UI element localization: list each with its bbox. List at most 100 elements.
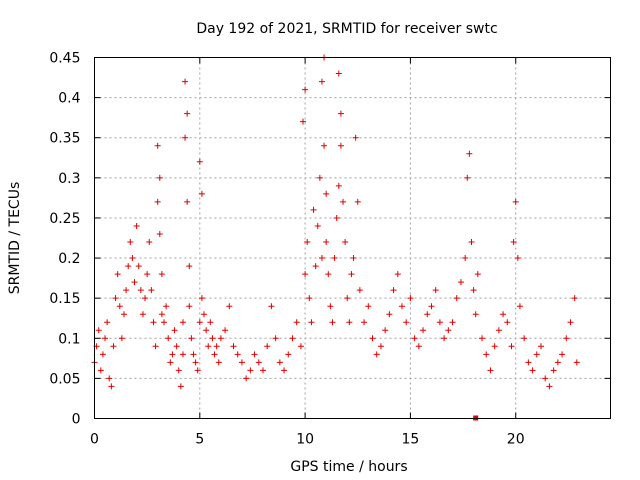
data-point [382,327,389,334]
y-tick-label: 0.2 [58,251,80,267]
data-point [123,287,130,294]
data-point [179,351,186,358]
data-point [192,359,199,366]
data-point [118,335,125,342]
data-point [312,263,319,270]
x-tick-label: 0 [90,432,99,448]
data-point [226,303,233,310]
data-point [137,287,144,294]
data-point [217,335,224,342]
data-point [436,319,443,326]
data-point [289,335,296,342]
data-point [156,174,163,181]
data-point [335,70,342,77]
data-point [104,319,111,326]
data-point [196,158,203,165]
data-point [403,319,410,326]
data-point [483,351,490,358]
data-point [550,367,557,374]
data-point [537,343,544,350]
data-point [573,359,580,366]
data-point [186,263,193,270]
data-point [125,263,132,270]
data-point [154,198,161,205]
data-point [156,230,163,237]
data-point [462,255,469,262]
data-point [120,311,127,318]
data-point [179,319,186,326]
data-point [209,335,216,342]
data-point [337,142,344,149]
data-point [194,367,201,374]
data-point [327,303,334,310]
data-point [333,214,340,221]
y-tick-label: 0.35 [49,131,80,147]
data-point [211,351,218,358]
data-point [304,239,311,246]
data-point [184,198,191,205]
plot-frame [94,57,611,419]
data-point [352,134,359,141]
y-tick-label: 0.1 [58,331,80,347]
data-point [342,239,349,246]
data-point [184,110,191,117]
data-point [285,351,292,358]
data-point [302,86,309,93]
data-point [386,311,393,318]
data-point [106,375,113,382]
data-point [344,295,351,302]
data-point [112,295,119,302]
data-point [186,303,193,310]
data-point [563,335,570,342]
data-point [190,351,197,358]
data-point [152,343,159,350]
data-point [171,327,178,334]
data-point [325,271,332,278]
data-point [215,359,222,366]
data-point [230,343,237,350]
data-point [306,295,313,302]
data-point [314,222,321,229]
y-tick-label: 0 [72,412,81,428]
x-axis-label: GPS time / hours [290,459,407,475]
data-point [102,335,109,342]
data-point [464,174,471,181]
data-point [272,335,279,342]
y-tick-label: 0.15 [49,291,80,307]
data-point [571,295,578,302]
data-point [445,327,452,334]
data-point [167,359,174,366]
data-point [135,263,142,270]
data-point [508,343,515,350]
data-point [323,239,330,246]
data-point [441,335,448,342]
data-point [259,367,266,374]
data-point [169,351,176,358]
data-point [154,142,161,149]
data-point [300,118,307,125]
y-tick-label: 0.45 [49,51,80,67]
data-point [131,279,138,286]
y-tick-label: 0.05 [49,371,80,387]
data-point [365,303,372,310]
data-point [340,198,347,205]
data-point [331,255,338,262]
data-point [373,351,380,358]
data-point [487,367,494,374]
data-point [310,206,317,213]
data-point [377,343,384,350]
chart-title: Day 192 of 2021, SRMTID for receiver swt… [196,21,497,37]
data-point [196,319,203,326]
y-tick-label: 0.4 [58,91,80,107]
data-point [546,383,553,390]
data-point [243,375,250,382]
data-point [356,287,363,294]
data-point [268,303,275,310]
data-point [348,271,355,278]
data-point [512,198,519,205]
data-point [264,343,271,350]
y-tick-label: 0.3 [58,171,80,187]
data-point [198,295,205,302]
data-point [449,319,456,326]
